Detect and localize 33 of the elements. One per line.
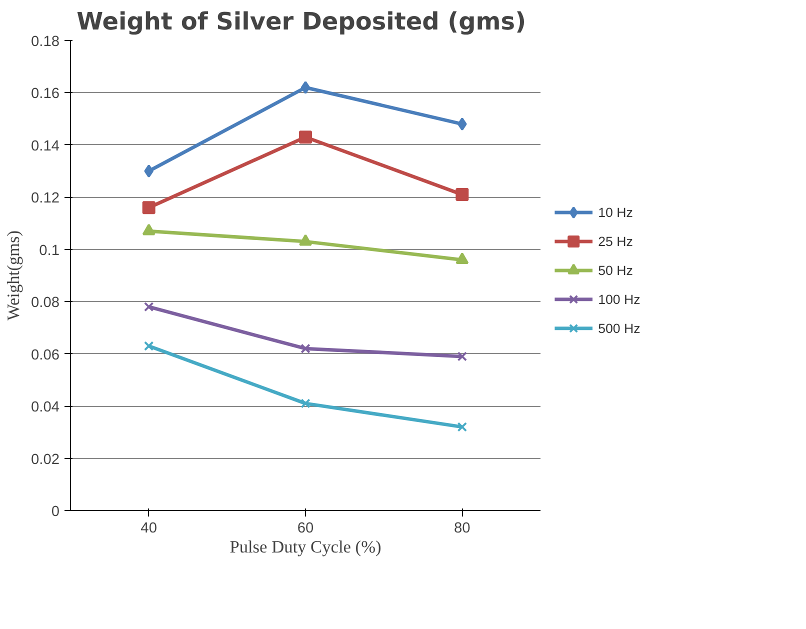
point	[144, 341, 154, 351]
point	[457, 352, 468, 362]
y-axis-title: Weight(gms)	[4, 230, 23, 321]
y-tick-label: 0.16	[30, 86, 60, 102]
legend-label: 10 Hz	[598, 205, 633, 220]
point	[144, 302, 154, 312]
y-tick-label: 0.04	[30, 400, 60, 416]
legend-label: 25 Hz	[598, 234, 633, 249]
x-axis-title: Pulse Duty Cycle (%)	[230, 538, 382, 556]
x-tick-label: 40	[140, 520, 157, 536]
point	[300, 81, 310, 94]
y-tick-label: 0.14	[30, 138, 60, 154]
legend-label: 500 Hz	[598, 320, 640, 336]
legend-label: 100 Hz	[598, 292, 640, 307]
y-tick-label: 0.12	[30, 190, 60, 207]
y-tick-label: 0	[51, 504, 60, 520]
legend-label: 50 Hz	[598, 262, 633, 278]
point	[300, 398, 310, 408]
y-tick-label: 0.02	[30, 452, 60, 468]
point	[457, 422, 468, 432]
x-tick-label: 80	[454, 520, 470, 536]
point	[456, 188, 469, 202]
point	[299, 130, 312, 144]
point	[142, 201, 156, 214]
y-tick-label: 0.08	[30, 295, 60, 312]
point	[458, 118, 467, 131]
chart-title: Weight of Silver Deposited (gms)	[76, 8, 526, 36]
point	[144, 164, 154, 178]
point	[300, 344, 310, 354]
y-tick-label: 0.18	[30, 34, 60, 50]
x-tick-label: 60	[297, 520, 314, 536]
y-tick-label: 0.1	[39, 242, 60, 259]
y-tick-label: 0.06	[30, 347, 60, 364]
